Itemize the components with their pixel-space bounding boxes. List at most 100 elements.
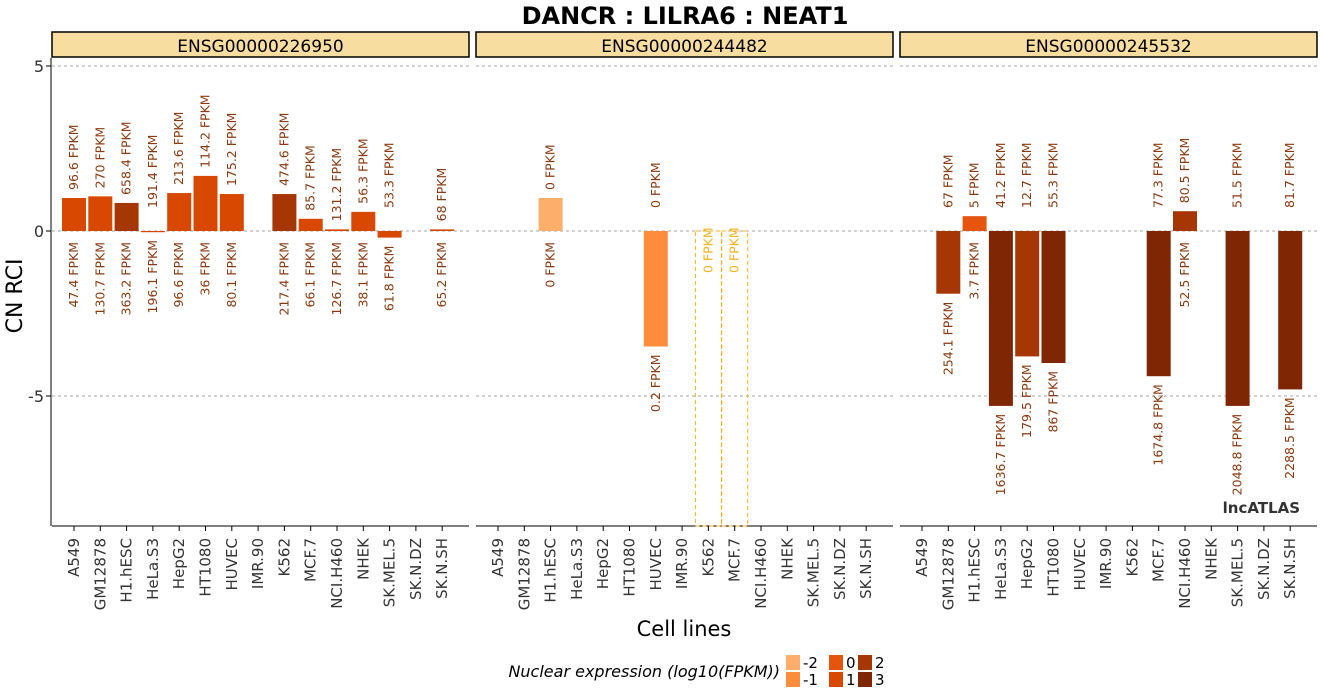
y-axis-title: CN RCI [3, 259, 28, 334]
bar-bottom-label: 1636.7 FPKM [993, 414, 1008, 495]
x-tick-label: MCF.7 [1150, 538, 1168, 582]
bar [538, 198, 563, 231]
legend-label: 2 [875, 654, 885, 672]
legend-swatch [786, 655, 800, 670]
panel-strip [51, 31, 470, 58]
bar [167, 193, 192, 231]
x-tick-label: H1.hESC [118, 538, 136, 603]
y-tick-label: -5 [28, 387, 44, 406]
x-tick-label: HeLa.S3 [144, 538, 162, 600]
bar-bottom-label: 254.1 FPKM [940, 302, 955, 375]
x-tick-label: HeLa.S3 [992, 538, 1010, 600]
bar-top-label: 175.2 FPKM [224, 113, 239, 186]
legend: -2-1 01 23 [786, 654, 885, 689]
bar-top-label: 80.5 FPKM [1177, 138, 1192, 204]
bar-top-label: 81.7 FPKM [1282, 142, 1297, 208]
x-tick-label: SK.N.SH [1281, 538, 1299, 599]
bar-bottom-label: 96.6 FPKM [171, 242, 186, 308]
watermark: lncATLAS [1223, 499, 1300, 517]
x-tick-label: A549 [913, 538, 931, 577]
bar-bottom-label: 179.5 FPKM [1019, 364, 1034, 437]
panel: ENSG00000226950 A549 96.6 FPKM 47.4 FPKM GM1… [51, 31, 470, 610]
x-tick-label: MCF.7 [726, 538, 744, 582]
bar-bottom-label: 363.2 FPKM [119, 242, 134, 315]
x-tick-label: SK.N.DZ [407, 538, 425, 600]
panel-strip [899, 31, 1318, 58]
x-tick-label: K562 [699, 538, 717, 576]
x-tick-label: SK.N.DZ [1255, 538, 1273, 600]
x-tick-label: A549 [65, 538, 83, 577]
x-tick-label: HepG2 [170, 538, 188, 589]
legend-title: Nuclear expression (log10(FPKM)) [508, 662, 780, 681]
zero-expression-box [721, 230, 749, 527]
x-tick-label: SK.MEL.5 [381, 538, 399, 607]
bar-bottom-label: 1674.8 FPKM [1151, 384, 1166, 465]
bar-bottom-label: 3.7 FPKM [967, 242, 982, 300]
legend-label: 3 [875, 671, 885, 689]
x-tick-label: H1.hESC [542, 538, 560, 603]
bar-bottom-label: 867 FPKM [1046, 371, 1061, 433]
x-tick-label: GM12878 [939, 538, 957, 610]
x-tick-label: SK.N.SH [433, 538, 451, 599]
bar-top-label: 658.4 FPKM [119, 121, 134, 194]
bar [351, 211, 376, 231]
bar [219, 194, 244, 231]
bar [1041, 231, 1066, 363]
panel: ENSG00000245532 A549 GM12878 67 FPKM 254.1 F… [899, 31, 1318, 610]
bar-top-label: 68 FPKM [434, 168, 449, 222]
bar-bottom-label: 36 FPKM [198, 242, 213, 296]
x-tick-label: K562 [1123, 538, 1141, 576]
zero-expression-label: 0 FPKM [700, 227, 715, 273]
bar [1015, 231, 1040, 357]
bar-top-label: 114.2 FPKM [198, 94, 213, 167]
bar [1225, 231, 1250, 406]
x-tick-label: SK.N.SH [857, 538, 875, 599]
bar-top-label: 96.6 FPKM [66, 124, 81, 190]
x-tick-label: NHEK [778, 537, 796, 580]
x-tick-label: HT1080 [1045, 538, 1063, 597]
bar-bottom-label: 47.4 FPKM [66, 242, 81, 308]
legend-label: -1 [803, 671, 818, 689]
bar [1173, 211, 1197, 231]
legend-swatch [858, 672, 872, 687]
bar [988, 231, 1013, 406]
bar-bottom-label: 61.8 FPKM [382, 246, 397, 312]
bar-top-label: 85.7 FPKM [303, 145, 318, 211]
panel-strip-label: ENSG00000226950 [177, 37, 343, 57]
bar-bottom-label: 196.1 FPKM [145, 240, 160, 313]
legend-label: 0 [846, 654, 856, 672]
bar-bottom-label: 66.1 FPKM [303, 242, 318, 308]
panel: ENSG00000244482 A549 GM12878 H1.hESC 0 FPKM 0… [475, 31, 894, 610]
bar [272, 194, 297, 231]
x-tick-label: SK.MEL.5 [1229, 538, 1247, 607]
bar-top-label: 191.4 FPKM [145, 135, 160, 208]
x-tick-label: NHEK [1202, 537, 1220, 580]
x-tick-label: IMR.90 [249, 538, 267, 589]
panel-strip [475, 31, 894, 58]
bar-bottom-label: 65.2 FPKM [434, 242, 449, 308]
bar [936, 231, 961, 294]
bar [325, 229, 349, 231]
bar [430, 229, 455, 231]
x-tick-label: IMR.90 [1097, 538, 1115, 589]
bar-top-label: 213.6 FPKM [171, 112, 186, 185]
bar-bottom-label: 217.4 FPKM [276, 242, 291, 315]
legend-swatch [829, 655, 843, 670]
legend-label: -2 [803, 654, 818, 672]
x-tick-label: HT1080 [621, 538, 639, 597]
bar-top-label: 131.2 FPKM [329, 148, 344, 221]
bar-top-label: 270 FPKM [92, 127, 107, 189]
bar-bottom-label: 0.2 FPKM [648, 355, 663, 413]
x-tick-label: SK.N.DZ [831, 538, 849, 600]
bar [377, 231, 402, 238]
x-tick-label: HUVEC [1071, 538, 1089, 590]
panels: ENSG00000226950 A549 96.6 FPKM 47.4 FPKM GM1… [51, 31, 1318, 610]
x-tick-label: NCI.H460 [752, 538, 770, 609]
bar [643, 231, 668, 347]
bar-top-label: 41.2 FPKM [993, 142, 1008, 208]
bar [114, 202, 139, 231]
x-tick-label: K562 [275, 538, 293, 576]
x-tick-label: NCI.H460 [1176, 538, 1194, 609]
y-axis: 5 0 -5 [28, 57, 52, 526]
legend-swatch [786, 672, 800, 687]
